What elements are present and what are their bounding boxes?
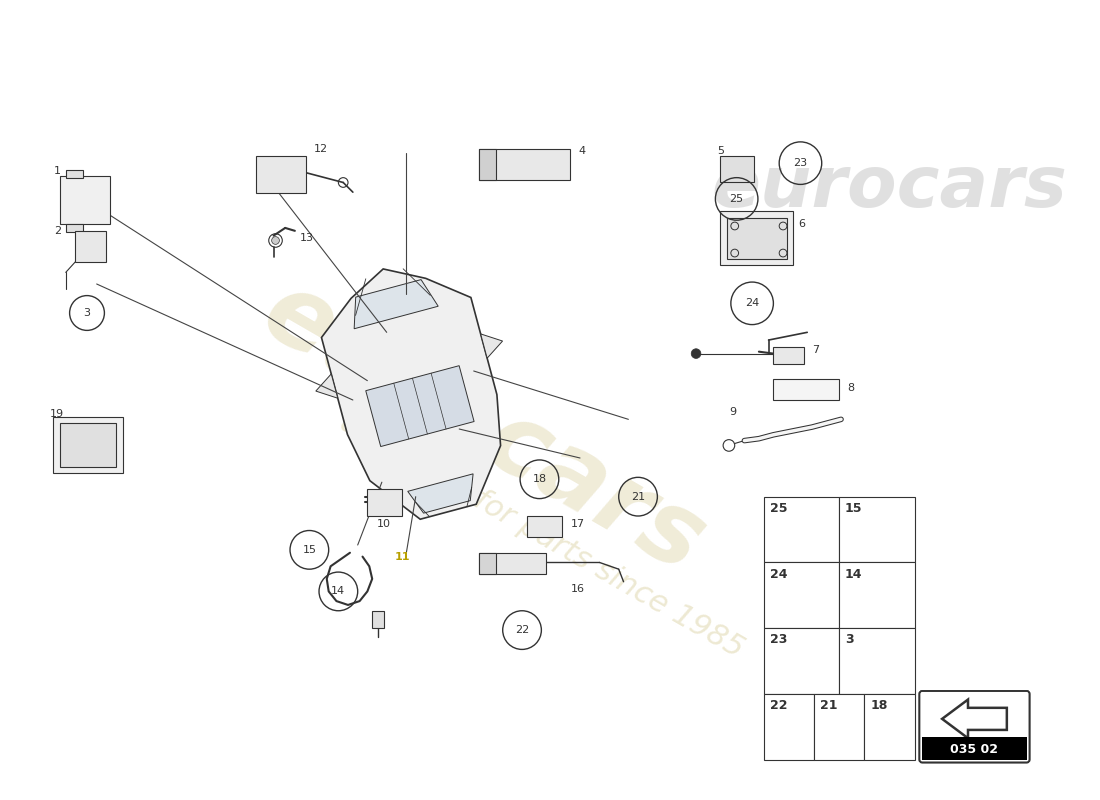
Text: 25: 25 [729,194,744,204]
Bar [922,737,1026,760]
Text: 7: 7 [812,345,820,354]
Bar [478,149,496,179]
Text: 22: 22 [770,699,786,712]
Text: 24: 24 [770,567,786,581]
Text: 25: 25 [770,502,786,514]
Bar [59,176,110,224]
Bar [478,553,496,574]
Bar [763,497,839,562]
Text: 24: 24 [745,298,759,308]
Text: 16: 16 [571,583,584,594]
Bar [763,562,839,628]
Bar [59,423,116,466]
Bar [727,218,786,259]
Text: 21: 21 [820,699,837,712]
Bar [720,211,793,265]
Polygon shape [316,374,338,398]
Polygon shape [366,366,474,446]
Circle shape [691,349,701,358]
Bar [367,489,403,516]
Bar [256,156,307,193]
Text: 10: 10 [377,518,390,529]
Text: eurocars: eurocars [712,153,1067,222]
Text: 22: 22 [515,625,529,635]
Text: 9: 9 [729,406,736,417]
Bar [66,224,84,232]
Polygon shape [321,269,500,519]
Circle shape [272,237,279,244]
Bar [527,516,562,538]
Text: 11: 11 [395,552,410,562]
Polygon shape [481,334,503,358]
Text: 23: 23 [793,158,807,168]
Text: 19: 19 [51,409,65,418]
Text: 3: 3 [84,308,90,318]
Bar [814,694,865,760]
Bar [865,694,914,760]
Text: 18: 18 [532,474,547,484]
Text: 13: 13 [299,233,314,242]
Text: 18: 18 [870,699,888,712]
Text: 15: 15 [302,545,317,555]
Text: 14: 14 [845,567,862,581]
Bar [76,231,107,262]
Text: 2: 2 [54,226,62,236]
Bar [53,418,123,474]
Bar [720,156,755,182]
Text: 8: 8 [847,383,854,394]
Bar [478,553,547,574]
Text: 3: 3 [845,634,854,646]
Bar [839,562,914,628]
Polygon shape [408,474,473,513]
Bar [763,694,814,760]
Text: eurocars: eurocars [245,264,720,594]
Bar [66,170,84,178]
Text: 21: 21 [631,492,645,502]
Text: 6: 6 [799,219,805,229]
Bar [773,378,839,400]
FancyBboxPatch shape [920,691,1030,762]
Text: 4: 4 [579,146,585,155]
Text: 1: 1 [54,166,62,176]
Text: 5: 5 [717,146,724,155]
Text: 14: 14 [331,586,345,597]
Text: a passion for parts since 1985: a passion for parts since 1985 [334,407,748,663]
Text: 23: 23 [770,634,786,646]
Text: 12: 12 [315,144,328,154]
Text: 035 02: 035 02 [950,743,999,756]
Text: 17: 17 [571,518,584,529]
Polygon shape [354,280,438,329]
Bar [763,628,839,694]
Bar [478,149,571,179]
Bar [839,497,914,562]
Polygon shape [942,699,1007,738]
Bar [372,610,384,628]
Bar [839,628,914,694]
Bar [773,347,804,364]
Text: 15: 15 [845,502,862,514]
